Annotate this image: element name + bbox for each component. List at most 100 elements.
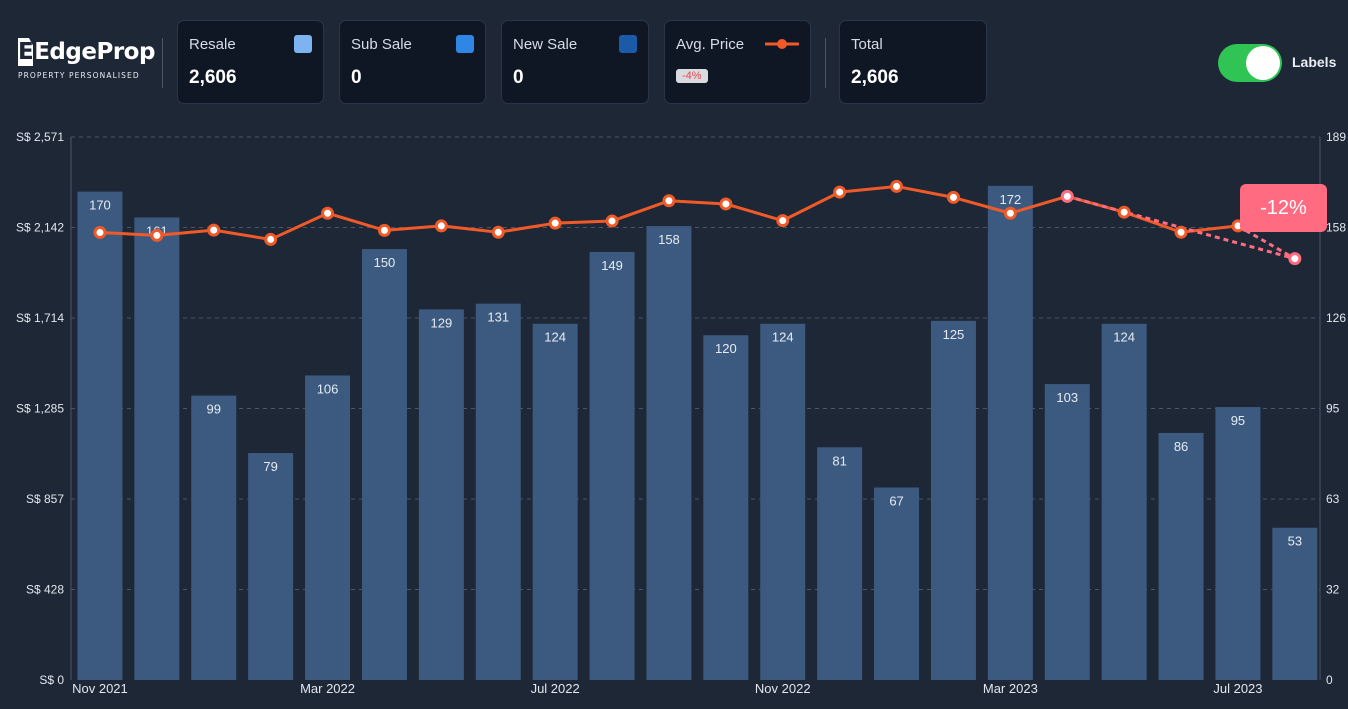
avg-price-point — [150, 228, 164, 242]
avg-price-point — [548, 216, 562, 230]
bar — [191, 395, 237, 680]
bar — [760, 323, 806, 680]
bar-data-label: 86 — [1174, 439, 1188, 454]
bar — [1215, 407, 1261, 680]
y-tick-label-left: S$ 1,285 — [16, 402, 64, 416]
card-new-sale-value: 0 — [513, 67, 524, 88]
x-tick-label: Mar 2022 — [300, 681, 355, 696]
bar — [532, 323, 578, 680]
bar — [930, 320, 976, 680]
avg-price-point — [207, 223, 221, 237]
bar-data-label: 149 — [601, 258, 623, 273]
card-total-label: Total — [851, 36, 883, 53]
bar — [361, 249, 407, 681]
avg-price-point — [833, 185, 847, 199]
bar — [305, 375, 351, 680]
price-change-chip: -12% — [1240, 184, 1327, 232]
avg-price-point — [377, 223, 391, 237]
bar — [703, 335, 749, 680]
y-tick-label-right: 189 — [1326, 130, 1346, 144]
bar-data-label: 124 — [772, 330, 794, 345]
transactions-chart: S$ 0 0 S$ 428 32 S$ 857 63 S$ 1,285 95 S$ 1,714 1… — [16, 130, 1346, 696]
edgeprop-logo[interactable]: E EdgeProp PROPERTY PERSONALISED — [18, 38, 155, 88]
bar-data-label: 150 — [374, 255, 396, 270]
avg-price-point — [434, 219, 448, 233]
bar-data-label: 53 — [1288, 534, 1302, 549]
card-sub-sale-value: 0 — [351, 67, 362, 88]
avg-price-point — [1174, 225, 1188, 239]
card-sub-sale-label: Sub Sale — [351, 36, 412, 53]
card-resale-value: 2,606 — [189, 67, 237, 88]
bar — [134, 217, 180, 680]
sub-sale-swatch-icon — [456, 35, 474, 53]
logo-e-icon: E — [18, 38, 34, 66]
new-sale-swatch-icon — [619, 35, 637, 53]
header-divider — [162, 38, 163, 88]
logo-name: EdgeProp — [34, 39, 155, 65]
x-tick-label: Mar 2023 — [983, 681, 1038, 696]
bar — [987, 185, 1033, 680]
bar — [646, 226, 692, 681]
card-sub-sale[interactable]: Sub Sale 0 — [339, 20, 486, 104]
card-new-sale-label: New Sale — [513, 36, 578, 53]
toggle-knob — [1246, 46, 1280, 80]
avg-price-point — [491, 225, 505, 239]
bar-data-label: 106 — [317, 381, 339, 396]
bar-data-label: 120 — [715, 341, 737, 356]
y-tick-label-right: 63 — [1326, 492, 1340, 506]
x-tick-label: Nov 2022 — [755, 681, 811, 696]
bar-data-label: 131 — [487, 310, 509, 325]
resale-swatch-icon — [294, 35, 312, 53]
bar-data-label: 103 — [1056, 390, 1078, 405]
avg-price-point — [321, 206, 335, 220]
bar — [589, 251, 635, 680]
avg-price-point — [890, 179, 904, 193]
avg-price-point — [1288, 252, 1302, 266]
y-tick-label-left: S$ 2,571 — [16, 130, 64, 144]
bar — [418, 309, 464, 680]
bar-data-label: 81 — [832, 453, 846, 468]
bar — [1272, 527, 1318, 680]
avg-price-point — [1117, 205, 1131, 219]
labels-toggle[interactable] — [1218, 44, 1282, 82]
bar — [817, 447, 863, 680]
avg-price-point — [264, 232, 278, 246]
avg-price-point — [719, 197, 733, 211]
cards-divider — [825, 38, 826, 88]
bar-data-label: 158 — [658, 232, 680, 247]
y-tick-label-right: 158 — [1326, 221, 1346, 235]
bar-data-label: 99 — [207, 402, 221, 417]
y-tick-label-right: 126 — [1326, 311, 1346, 325]
bar-data-label: 125 — [943, 327, 965, 342]
bar — [248, 453, 294, 680]
x-tick-label: Jul 2022 — [531, 681, 580, 696]
card-avg-price-label: Avg. Price — [676, 36, 745, 53]
bar-data-label: 172 — [999, 192, 1021, 207]
y-tick-label-right: 95 — [1326, 402, 1340, 416]
bar — [77, 191, 123, 680]
y-tick-label-right: 32 — [1326, 583, 1340, 597]
card-total[interactable]: Total 2,606 — [839, 20, 987, 104]
card-new-sale[interactable]: New Sale 0 — [501, 20, 649, 104]
card-total-value: 2,606 — [851, 67, 899, 88]
bar-data-label: 67 — [889, 494, 903, 509]
x-tick-label: Nov 2021 — [72, 681, 128, 696]
y-tick-label-left: S$ 2,142 — [16, 221, 64, 235]
avg-price-point — [776, 214, 790, 228]
bar — [1158, 432, 1204, 680]
bar — [1044, 384, 1090, 680]
bar-data-label: 79 — [263, 459, 277, 474]
logo-wordmark: E EdgeProp — [18, 38, 155, 66]
avg-price-point — [605, 214, 619, 228]
logo-tagline: PROPERTY PERSONALISED — [18, 71, 140, 80]
avg-price-point — [93, 225, 107, 239]
labels-toggle-label: Labels — [1292, 54, 1337, 70]
card-resale[interactable]: Resale 2,606 — [177, 20, 324, 104]
avg-price-point — [1060, 189, 1074, 203]
avg-price-change-badge: -4% — [676, 69, 708, 83]
bar-data-label: 124 — [1113, 330, 1135, 345]
card-avg-price[interactable]: Avg. Price -4% — [664, 20, 811, 104]
bar-data-label: 170 — [89, 198, 111, 213]
bar-data-label: 129 — [430, 315, 452, 330]
avg-price-point — [662, 194, 676, 208]
